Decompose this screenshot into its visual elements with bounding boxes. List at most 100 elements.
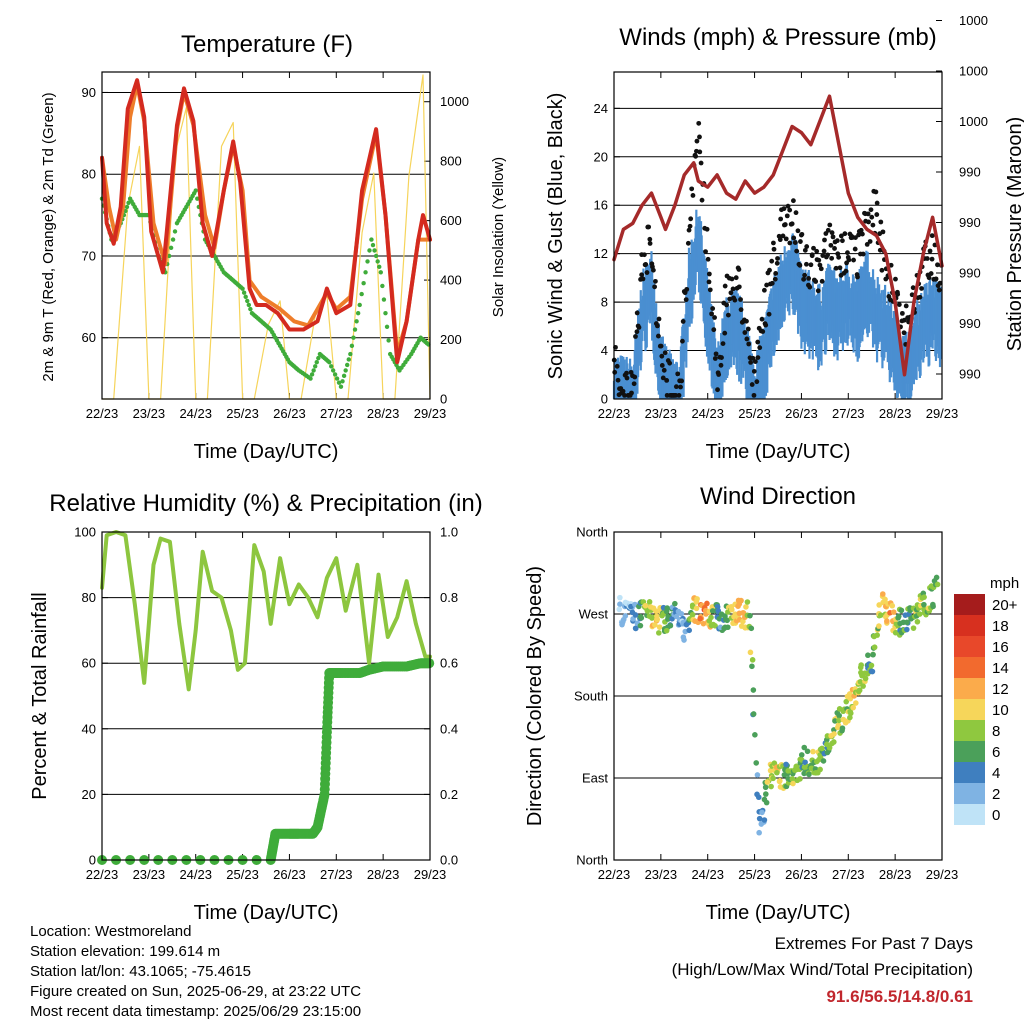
direction-point [910, 625, 917, 631]
gust-point [874, 212, 880, 217]
gust-point [825, 252, 831, 258]
y2-tick-label: 990 [959, 266, 981, 281]
dewpoint-point [365, 259, 370, 264]
y-tick-label: 90 [82, 85, 96, 100]
direction-point [725, 624, 731, 631]
direction-point [874, 632, 880, 638]
direction-point [768, 783, 774, 790]
direction-point [622, 613, 629, 619]
gust-point [736, 284, 742, 290]
dewpoint-point [245, 298, 250, 304]
gust-point [658, 343, 664, 349]
gust-point [852, 246, 858, 252]
gust-point [760, 329, 766, 334]
gust-point [917, 294, 923, 300]
temperature-plot: 22/23 23/23 24/23 25/23 26/23 27/23 28/23 29/23… [82, 71, 469, 421]
direction-point [712, 623, 718, 629]
gust-point [873, 189, 879, 195]
direction-point [632, 612, 639, 618]
dewpoint-point [373, 253, 379, 259]
legend-swatch [954, 720, 985, 741]
y2-tick-label: 1000 [959, 13, 988, 28]
direction-point [797, 776, 803, 782]
direction-point [693, 605, 700, 612]
dewpoint-point [352, 327, 358, 332]
direction-point [934, 581, 941, 588]
gust-point [716, 372, 722, 377]
x-tick-label: 29/23 [414, 867, 447, 882]
gust-point [631, 381, 637, 387]
y-tick-label: 20 [82, 787, 96, 802]
y2-tick-label: 0.0 [440, 853, 458, 868]
y-tick-label: 80 [82, 167, 96, 182]
direction-point [914, 618, 921, 625]
gust-point [653, 278, 658, 284]
x-tick-label: 24/23 [179, 867, 212, 882]
dewpoint-point [386, 338, 391, 343]
y2-tick-label: 200 [440, 332, 462, 347]
direction-point [654, 616, 660, 623]
direction-point [740, 610, 746, 616]
y2-tick-label: 0 [440, 392, 447, 407]
dewpoint-point [363, 270, 368, 275]
direction-point [747, 649, 754, 656]
gust-point [782, 222, 788, 227]
gust-point [874, 200, 880, 206]
direction-title: Wind Direction [700, 483, 856, 510]
gust-point [860, 251, 866, 257]
direction-point [750, 687, 757, 693]
dewpoint-point [381, 297, 387, 302]
gust-point [798, 239, 803, 244]
legend-swatch [954, 615, 985, 636]
gust-point [787, 240, 793, 246]
gust-point [725, 312, 731, 318]
dewpoint-point [384, 324, 390, 329]
gust-point [636, 324, 642, 330]
x-tick-label: 28/23 [367, 867, 400, 882]
dewpoint-point [380, 283, 385, 289]
temperature-title: Temperature (F) [181, 31, 353, 58]
x-tick-label: 29/23 [926, 867, 959, 882]
direction-point [802, 759, 808, 766]
x-tick-label: 28/23 [879, 406, 912, 421]
x-tick-label: 25/23 [226, 867, 259, 882]
x-tick-label: 23/23 [645, 867, 678, 882]
gust-point [751, 392, 757, 398]
gust-point [866, 219, 871, 225]
dewpoint-point [361, 280, 366, 286]
direction-point [750, 711, 757, 717]
direction-point [882, 596, 888, 603]
gust-point [761, 287, 767, 293]
legend-swatch [954, 678, 985, 699]
dewpoint-point [241, 290, 247, 295]
gust-point [818, 266, 824, 272]
gust-point [730, 286, 736, 292]
extremes-heading: Extremes For Past 7 Days [774, 934, 973, 953]
gust-point [834, 238, 840, 244]
gust-point [655, 323, 660, 329]
gust-point [777, 237, 783, 243]
direction-point [917, 611, 923, 617]
direction-point [820, 758, 827, 764]
direction-point [860, 683, 866, 689]
gust-point [746, 341, 752, 347]
gust-point [620, 388, 626, 394]
location-text: Location: Westmoreland [30, 923, 192, 940]
direction-point [715, 607, 722, 614]
gust-point [910, 285, 916, 291]
gust-point [738, 297, 743, 302]
gust-point [742, 330, 748, 335]
gust-point [837, 265, 843, 271]
gust-point [815, 288, 821, 294]
dewpoint-point [351, 335, 356, 340]
gust-point [804, 244, 810, 249]
x-tick-label: 26/23 [273, 406, 306, 421]
gust-point [870, 222, 876, 228]
direction-point [764, 779, 771, 785]
dewpoint-point [124, 204, 130, 210]
direction-point [744, 599, 751, 605]
legend-swatch [954, 636, 985, 657]
dewpoint-point [240, 286, 245, 291]
direction-point [752, 731, 758, 738]
gust-point [769, 280, 775, 286]
